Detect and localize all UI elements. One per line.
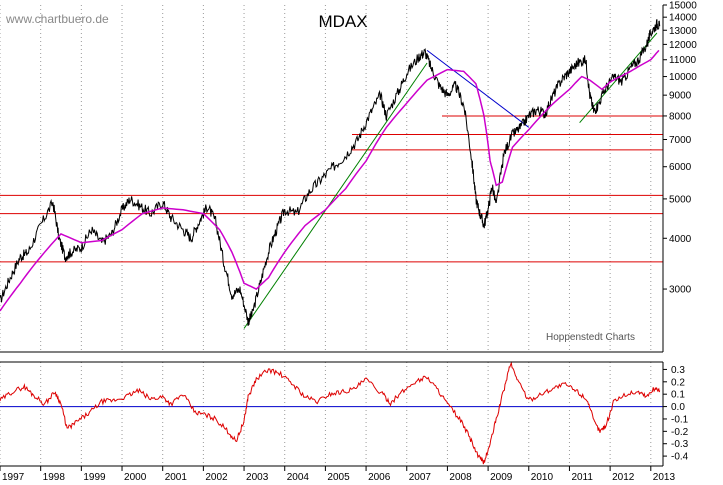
x-tick-label-2004: 2004 bbox=[287, 472, 310, 483]
osc-y-tick-label-7: -0.4 bbox=[671, 452, 689, 463]
price-line bbox=[0, 19, 661, 327]
oscillator-line bbox=[0, 361, 661, 465]
oscillator-panel bbox=[0, 361, 663, 465]
chart-title: MDAX bbox=[318, 12, 367, 31]
x-tick-label-1997: 1997 bbox=[2, 472, 25, 483]
y-tick-label-6000: 6000 bbox=[669, 162, 692, 173]
x-tick-label-1998: 1998 bbox=[43, 472, 66, 483]
y-axis-ticks: 3000 4000 5000 6000 7000 8000 9000 10000 11000 12… bbox=[663, 1, 697, 463]
chart-frames bbox=[0, 5, 664, 467]
x-tick-label-2007: 2007 bbox=[409, 472, 432, 483]
osc-y-tick-label-2: 0.1 bbox=[671, 390, 685, 401]
y-tick-label-12000: 12000 bbox=[669, 40, 697, 51]
osc-y-tick-label-1: 0.2 bbox=[671, 377, 685, 388]
x-tick-label-2001: 2001 bbox=[165, 472, 188, 483]
x-tick-label-2005: 2005 bbox=[327, 472, 350, 483]
x-tick-label-2010: 2010 bbox=[531, 472, 554, 483]
trend-line-1 bbox=[243, 62, 428, 329]
x-tick-label-2012: 2012 bbox=[612, 472, 635, 483]
y-tick-label-8000: 8000 bbox=[669, 111, 692, 122]
source-label: Hoppenstedt Charts bbox=[546, 332, 635, 343]
watermark: www.chartbuero.de bbox=[5, 12, 109, 26]
y-tick-label-11000: 11000 bbox=[669, 55, 697, 66]
x-tick-label-2008: 2008 bbox=[449, 472, 472, 483]
osc-y-tick-label-0: 0.3 bbox=[671, 365, 685, 376]
x-tick-label-2006: 2006 bbox=[368, 472, 391, 483]
x-tick-label-2002: 2002 bbox=[205, 472, 228, 483]
y-tick-label-5000: 5000 bbox=[669, 194, 692, 205]
osc-y-tick-label-6: -0.3 bbox=[671, 439, 689, 450]
x-tick-label-2003: 2003 bbox=[246, 472, 269, 483]
horizontal-lines bbox=[0, 115, 663, 263]
x-tick-label-2013: 2013 bbox=[653, 472, 676, 483]
y-tick-label-7000: 7000 bbox=[669, 135, 692, 146]
osc-y-tick-label-3: 0.0 bbox=[671, 402, 685, 413]
x-tick-label-1999: 1999 bbox=[83, 472, 106, 483]
x-tick-label-2000: 2000 bbox=[124, 472, 147, 483]
x-tick-label-2009: 2009 bbox=[490, 472, 513, 483]
x-tick-label-2011: 2011 bbox=[571, 472, 593, 483]
y-tick-label-4000: 4000 bbox=[669, 234, 692, 245]
moving-average-line bbox=[0, 49, 660, 312]
y-tick-label-15000: 15000 bbox=[669, 1, 697, 12]
osc-y-tick-label-4: -0.1 bbox=[671, 414, 689, 425]
osc-y-tick-label-5: -0.2 bbox=[671, 427, 689, 438]
x-axis-ticks: 1997 1998 1999 2000 2001 2002 2003 2004 2005 2006… bbox=[0, 466, 675, 483]
y-tick-label-3000: 3000 bbox=[669, 285, 692, 296]
y-tick-label-9000: 9000 bbox=[669, 91, 692, 102]
y-tick-label-14000: 14000 bbox=[669, 13, 697, 24]
price-series bbox=[0, 19, 661, 327]
y-tick-label-10000: 10000 bbox=[669, 72, 697, 83]
y-tick-label-13000: 13000 bbox=[669, 26, 697, 37]
